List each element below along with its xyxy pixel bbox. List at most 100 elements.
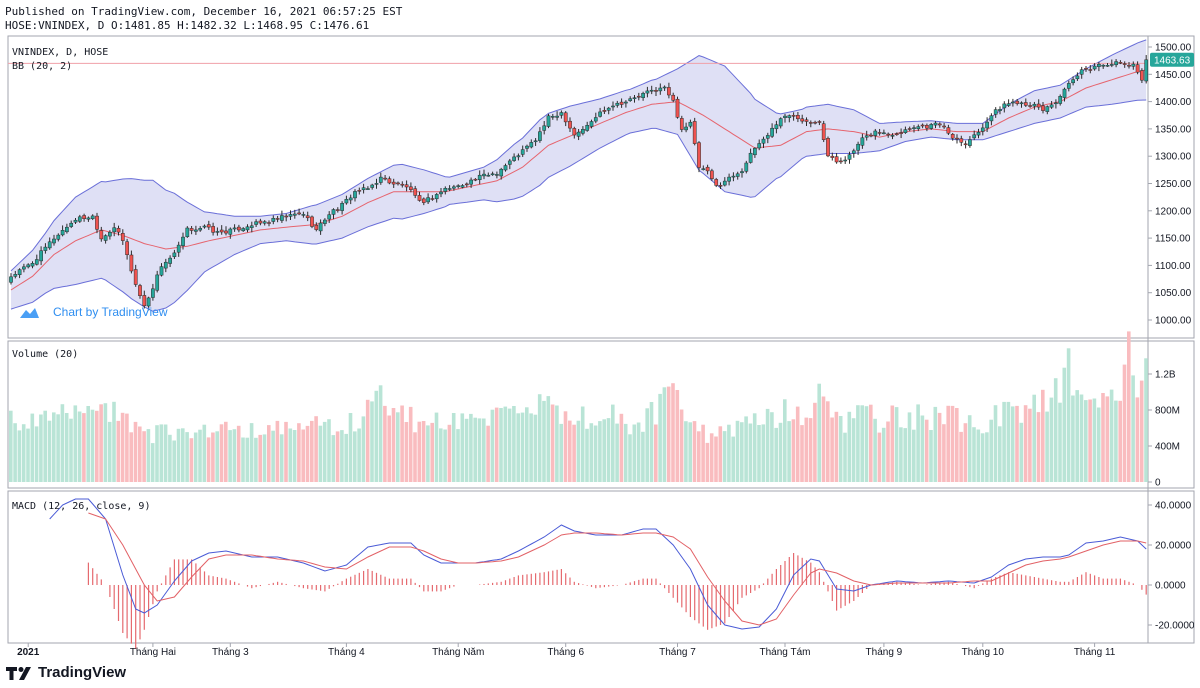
volume-bar [439, 428, 443, 482]
volume-bar [856, 405, 860, 482]
volume-bar [533, 414, 538, 482]
volume-bar [181, 428, 185, 482]
candle [1049, 104, 1054, 108]
volume-bar [623, 423, 628, 482]
candle [585, 125, 590, 131]
volume-bar [709, 433, 714, 482]
candle [482, 173, 486, 177]
volume-bar [752, 413, 757, 482]
volume-bar [580, 406, 585, 482]
volume-bar [843, 432, 847, 482]
candle [920, 124, 925, 127]
volume-bar [1002, 401, 1006, 482]
candle [464, 183, 469, 186]
candle [39, 250, 43, 262]
volume-bar [783, 399, 787, 482]
candle [430, 198, 435, 200]
candle [17, 269, 22, 275]
candle [310, 216, 314, 227]
candle [267, 222, 271, 224]
candle [839, 160, 843, 163]
candle [133, 269, 138, 285]
candle [722, 180, 727, 186]
volume-bar [937, 412, 942, 482]
candle [1019, 102, 1024, 105]
candle [159, 266, 164, 276]
candle [559, 112, 564, 116]
volume-bar [241, 437, 245, 482]
volume-bar [942, 424, 946, 482]
volume-bar [1105, 396, 1110, 482]
x-tick-label: Tháng 6 [547, 647, 584, 658]
volume-bar [477, 418, 482, 482]
volume-bar [959, 431, 963, 482]
candle [69, 222, 74, 227]
candle [942, 125, 946, 128]
candle [237, 226, 241, 231]
volume-bar [77, 411, 82, 482]
candle [899, 132, 903, 134]
volume-bar [722, 431, 727, 482]
volume-bar [499, 408, 503, 482]
bollinger-upper-line [10, 39, 1147, 272]
volume-bar [473, 417, 477, 482]
volume-bar [288, 428, 293, 482]
volume-tick-label: 800M [1155, 406, 1180, 417]
volume-bar [598, 421, 602, 482]
last-price-label: 1463.63 [1154, 55, 1191, 66]
candle [1011, 101, 1015, 104]
volume-bar [1092, 398, 1097, 482]
candle [679, 118, 684, 130]
candle [1084, 68, 1088, 70]
candle [34, 259, 39, 265]
volume-bar [503, 406, 508, 482]
volume-bar [447, 424, 452, 482]
volume-bar [963, 423, 968, 482]
candle [688, 121, 693, 127]
volume-bar [886, 421, 890, 482]
volume-bar [649, 402, 654, 482]
volume-bar [585, 428, 589, 482]
candle [718, 185, 723, 187]
candle [387, 178, 392, 184]
volume-bar [985, 432, 989, 482]
volume-bar [821, 396, 826, 482]
candle [692, 121, 697, 144]
volume-bar [907, 412, 912, 482]
candle [1109, 64, 1114, 66]
candle [533, 140, 538, 143]
volume-bar [860, 405, 864, 482]
volume-bar [692, 421, 697, 482]
macd-tick-label: 40.0000 [1155, 501, 1192, 512]
volume-bar [228, 430, 232, 482]
x-tick-label: Tháng 9 [866, 647, 903, 658]
candle [456, 185, 461, 187]
candle [800, 118, 805, 122]
volume-bar [525, 407, 529, 482]
candle [770, 127, 774, 137]
volume-bar [731, 436, 735, 482]
candle [477, 174, 482, 180]
volume-bar [13, 423, 17, 482]
volume-bar [520, 412, 525, 482]
tradingview-logo[interactable]: TradingView [6, 664, 126, 681]
candle [219, 229, 224, 233]
bollinger-band-fill [11, 39, 1147, 312]
volume-bar [451, 413, 456, 482]
volume-bar [834, 411, 839, 482]
candle [185, 227, 190, 237]
volume-bar [56, 414, 60, 482]
candle [155, 274, 160, 291]
volume-bar [9, 410, 13, 482]
candle [886, 133, 891, 136]
volume-bar [236, 425, 241, 482]
candle [550, 116, 555, 118]
candle [421, 198, 426, 203]
candle [129, 254, 134, 272]
tradingview-brand: TradingView [38, 664, 127, 681]
signal-line [88, 512, 1147, 626]
volume-bar [1084, 400, 1088, 482]
candle [1058, 96, 1063, 104]
price-tick-label: 1250.00 [1155, 179, 1192, 190]
price-tick-label: 1450.00 [1155, 70, 1192, 81]
